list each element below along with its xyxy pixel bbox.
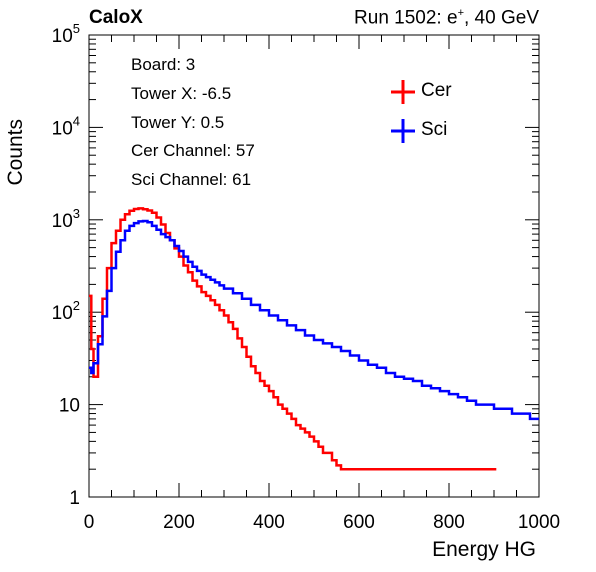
info-tower-y: Tower Y: 0.5 xyxy=(131,113,225,132)
x-tick-label: 400 xyxy=(253,512,285,533)
x-tick-label: 0 xyxy=(84,512,95,533)
series-sci-line xyxy=(89,219,539,421)
series-cer-line xyxy=(89,207,497,471)
run-label-suffix: , 40 GeV xyxy=(464,7,539,29)
y-tick-label: 103 xyxy=(52,206,80,232)
legend-marker-cer xyxy=(391,80,415,104)
x-tick-label: 1000 xyxy=(518,512,560,533)
legend-label-sci: Sci xyxy=(421,119,448,140)
x-tick-label: 200 xyxy=(163,512,195,533)
x-axis-label: Energy HG xyxy=(432,538,536,561)
plot-frame xyxy=(88,34,540,498)
run-label-prefix: Run 1502: e xyxy=(354,7,458,29)
x-tick-label: 800 xyxy=(433,512,465,533)
x-tick-label: 600 xyxy=(343,512,375,533)
run-label-charge: + xyxy=(457,7,464,19)
experiment-label: CaloX xyxy=(89,7,143,28)
y-tick-label: 10 xyxy=(59,396,80,417)
legend-marker-sci xyxy=(391,119,415,143)
run-label: Run 1502: e+, 40 GeV xyxy=(354,7,539,29)
y-tick-label: 105 xyxy=(52,21,80,47)
info-tower-x: Tower X: -6.5 xyxy=(131,84,232,103)
y-tick-label: 104 xyxy=(52,113,80,139)
info-board: Board: 3 xyxy=(131,55,196,74)
y-tick-label: 102 xyxy=(52,298,80,324)
info-cer-channel: Cer Channel: 57 xyxy=(131,141,255,160)
info-sci-channel: Sci Channel: 61 xyxy=(131,170,252,189)
y-axis-label: Counts xyxy=(4,119,27,186)
legend-label-cer: Cer xyxy=(421,80,452,101)
y-tick-label: 1 xyxy=(69,488,80,509)
